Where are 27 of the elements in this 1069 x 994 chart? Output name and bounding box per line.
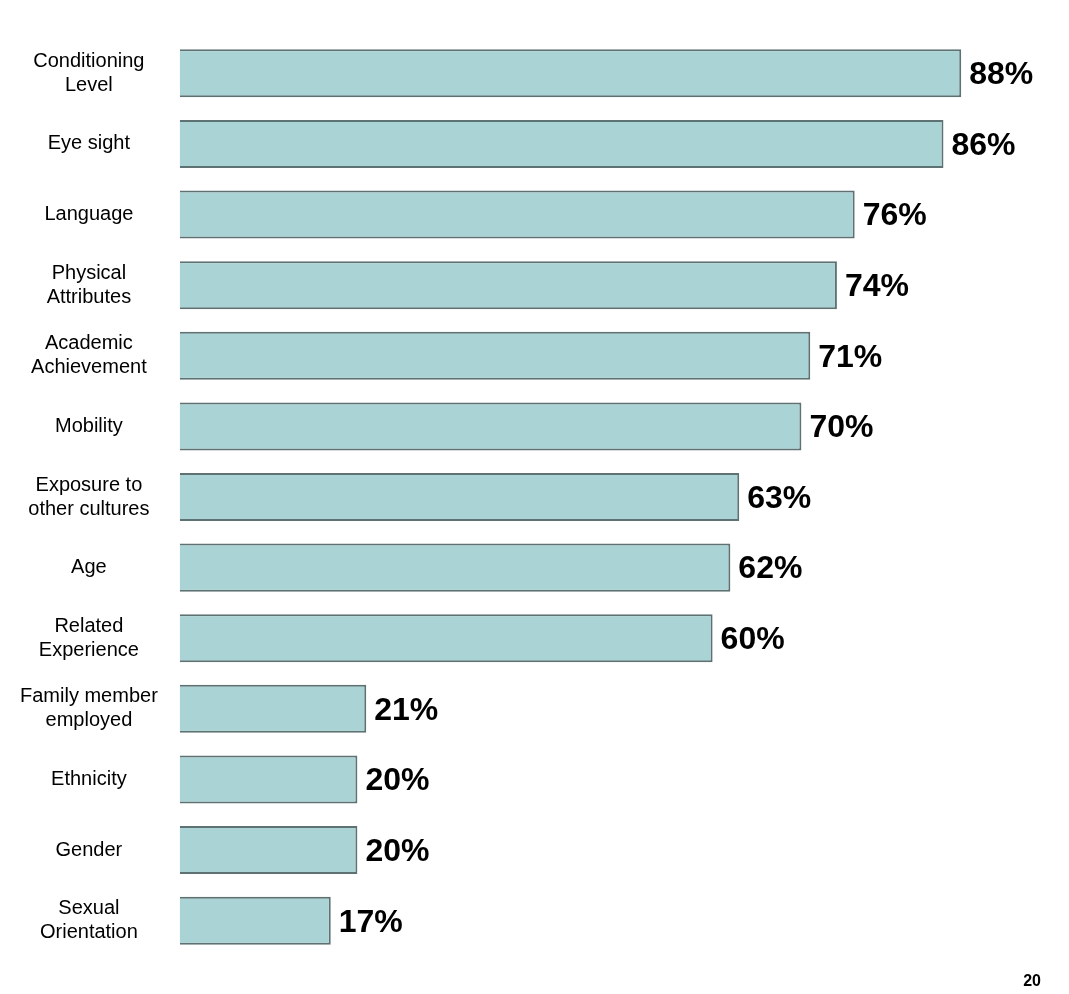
y-tick-label: Mobility: [55, 413, 123, 436]
y-tick-label: Age: [71, 555, 107, 578]
y-tick-label: Eye sight: [47, 131, 131, 154]
data-label: 62%: [738, 549, 803, 586]
y-tick-label: Family member employed: [20, 684, 159, 731]
data-label: 20%: [365, 761, 430, 798]
data-label: 74%: [844, 266, 909, 303]
y-tick-label: Exposure to other cultures: [28, 472, 150, 519]
y-tick-label: Gender: [55, 837, 123, 860]
y-tick-label: Related Experience: [38, 613, 139, 660]
data-label: 76%: [862, 196, 927, 233]
text: 20: [1023, 972, 1041, 990]
data-label: 63%: [747, 478, 812, 515]
y-tick-label: Academic Achievement: [31, 331, 148, 378]
data-label: 60%: [720, 620, 785, 657]
y-tick-label: Conditioning Level: [33, 48, 145, 95]
data-label: 20%: [365, 831, 430, 868]
y-tick-label: Sexual Orientation: [39, 896, 138, 943]
data-label: 86%: [951, 125, 1016, 162]
data-label: 70%: [809, 408, 874, 445]
data-label: 71%: [818, 337, 883, 374]
y-tick-label: Physical Attributes: [46, 260, 132, 307]
data-label: 88%: [969, 55, 1034, 92]
data-label: 17%: [338, 902, 403, 939]
y-tick-label: Language: [44, 202, 134, 225]
data-label: 21%: [374, 690, 439, 727]
y-tick-label: Ethnicity: [51, 766, 127, 789]
